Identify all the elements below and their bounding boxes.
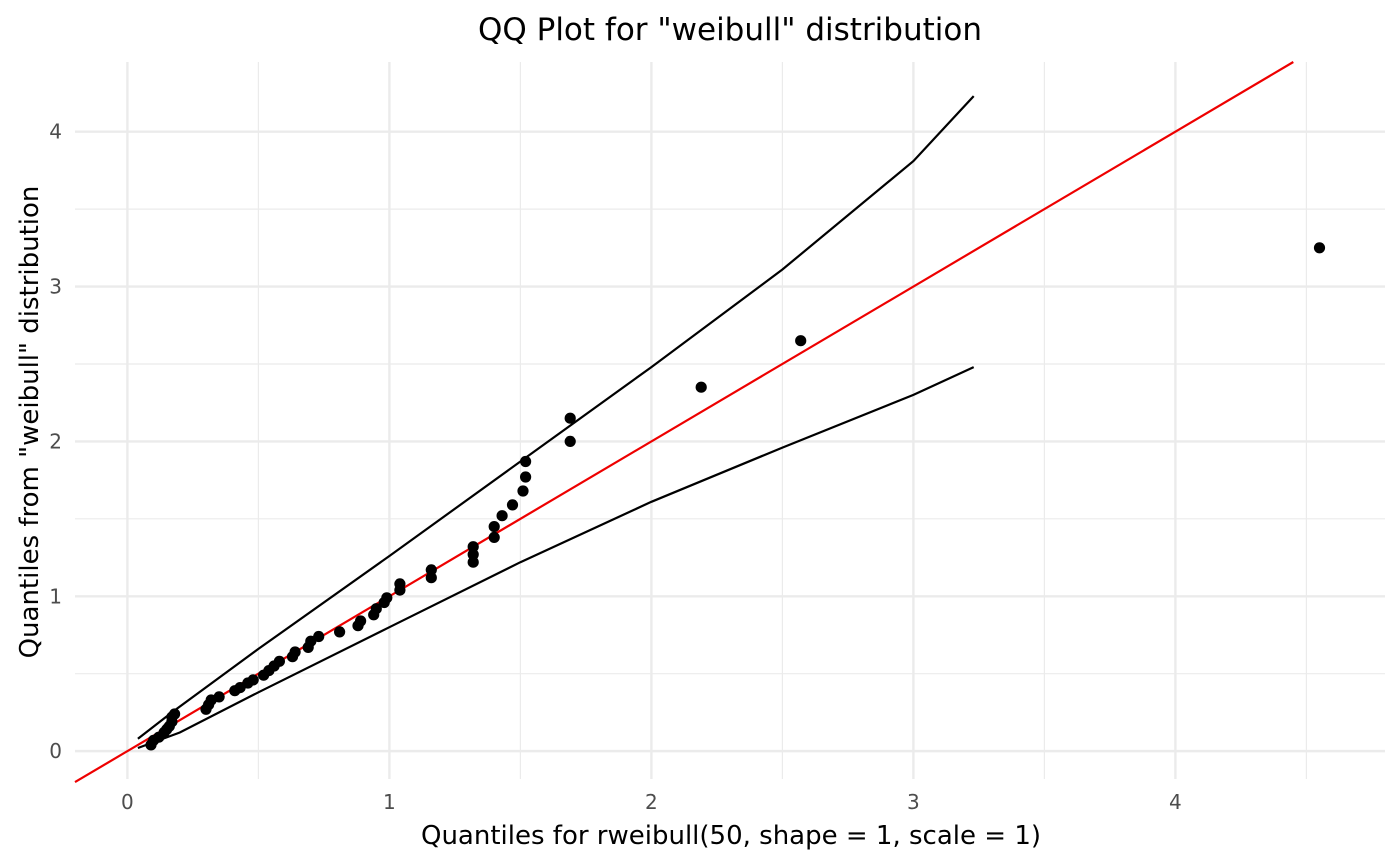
y-tick-label: 3 <box>49 275 62 299</box>
x-axis-title: Quantiles for rweibull(50, shape = 1, sc… <box>421 821 1041 851</box>
data-point <box>520 471 532 483</box>
data-point <box>334 626 346 638</box>
data-point <box>467 556 479 568</box>
data-point <box>213 691 225 703</box>
x-axis-tick-labels: 0 1 2 3 4 <box>121 790 1182 814</box>
data-point <box>169 708 181 720</box>
y-axis-title: Quantiles from "weibull" distribution <box>15 186 45 659</box>
data-point <box>564 435 576 447</box>
y-tick-label: 1 <box>49 584 62 608</box>
data-point <box>520 455 532 468</box>
data-point <box>517 485 529 497</box>
major-gridlines <box>75 62 1385 779</box>
data-point <box>355 615 367 627</box>
data-point <box>695 381 707 393</box>
data-point <box>381 592 393 604</box>
data-point <box>564 412 576 424</box>
data-point <box>394 578 406 590</box>
data-point <box>496 510 508 522</box>
x-tick-label: 0 <box>121 790 134 814</box>
data-points <box>145 242 1326 751</box>
minor-gridlines <box>75 62 1385 779</box>
data-point <box>506 499 519 511</box>
data-point <box>247 674 259 686</box>
data-point <box>467 548 479 561</box>
y-tick-label: 2 <box>49 429 62 453</box>
data-point <box>370 603 382 615</box>
y-tick-label: 4 <box>49 120 62 144</box>
data-point <box>488 521 500 533</box>
data-point <box>425 572 437 584</box>
x-tick-label: 1 <box>383 790 396 814</box>
x-tick-label: 2 <box>645 790 658 814</box>
data-point <box>795 335 807 347</box>
chart-title: QQ Plot for "weibull" distribution <box>478 12 982 48</box>
x-tick-label: 4 <box>1169 790 1182 814</box>
data-point <box>425 564 437 576</box>
data-point <box>273 655 285 667</box>
data-point <box>289 646 301 658</box>
x-tick-label: 3 <box>907 790 920 814</box>
y-axis-tick-labels: 0 1 2 3 4 <box>49 120 62 763</box>
lower-confidence-band <box>137 366 975 750</box>
data-point <box>467 541 479 553</box>
y-tick-label: 0 <box>49 739 62 763</box>
data-point <box>313 630 325 643</box>
data-point <box>1313 242 1326 254</box>
data-point <box>488 531 500 544</box>
